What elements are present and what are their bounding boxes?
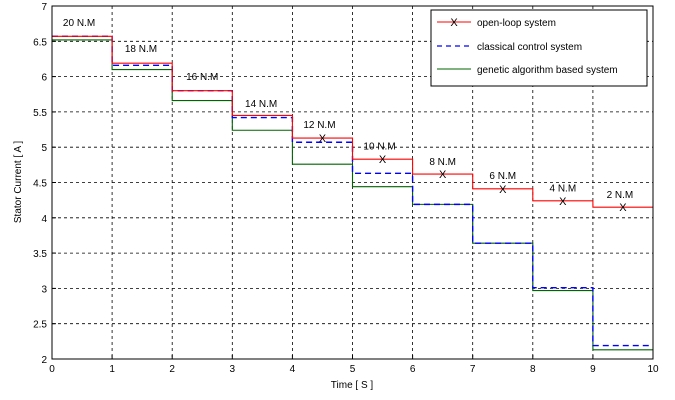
legend-box [430,9,648,87]
y-axis-ticks: 2 2.5 3 3.5 4 4.5 5 5.5 6 6.5 7 [33,2,56,366]
x-tick-label: 0 [49,364,55,375]
x-tick-label: 5 [350,364,356,375]
torque-annotation: 18 N.M [125,44,157,55]
x-tick-label: 8 [530,364,536,375]
torque-annotation: 4 N.M [550,184,577,195]
torque-annotation: 20 N.M [63,18,95,29]
y-tick-label: 2 [41,355,47,366]
y-tick-label: 6.5 [33,37,47,48]
x-tick-label: 2 [169,364,175,375]
y-tick-label: 5.5 [33,108,47,119]
open-loop-marker: X [319,133,327,145]
torque-annotation: 8 N.M [429,157,456,168]
torque-annotation: 16 N.M [186,72,218,83]
y-tick-label: 5 [41,143,47,154]
legend-marker-x: X [450,17,458,29]
open-loop-marker: X [559,196,567,208]
torque-annotation: 14 N.M [245,99,277,110]
x-axis-label: Time [ S ] [331,380,374,391]
x-tick-label: 7 [470,364,476,375]
x-axis-ticks: 0 1 2 3 4 5 6 7 8 9 10 [49,355,659,375]
y-tick-label: 3.5 [33,249,47,260]
open-loop-marker: X [439,169,447,181]
x-tick-label: 10 [647,364,659,375]
y-tick-label: 4.5 [33,179,47,190]
x-tick-label: 6 [410,364,416,375]
legend-label-open-loop: open-loop system [477,18,556,29]
y-axis-label: Stator Current [ A ] [13,141,24,223]
torque-annotation: 2 N.M [607,190,634,201]
legend-label-genetic: genetic algorithm based system [477,65,618,76]
x-tick-label: 9 [590,364,596,375]
annotations-layer: 20 N.M 18 N.M 16 N.M 14 N.M 12 N.M 10 N.M 8 N.… [63,18,633,201]
y-tick-label: 4 [41,214,47,225]
open-loop-marker: X [379,154,387,166]
open-loop-marker: X [619,202,627,214]
series-line-0 [52,35,653,208]
x-tick-label: 3 [230,364,236,375]
y-tick-label: 6 [41,73,47,84]
y-tick-label: 7 [41,2,47,13]
legend-label-classical: classical control system [477,42,582,53]
open-loop-marker: X [499,184,507,196]
x-tick-label: 4 [290,364,296,375]
series-layer [52,35,653,351]
torque-annotation: 12 N.M [303,120,335,131]
torque-annotation: 10 N.M [363,141,395,152]
y-tick-label: 2.5 [33,320,47,331]
torque-annotation: 6 N.M [489,171,516,182]
x-tick-label: 1 [109,364,115,375]
markers-layer: X X X X X X [319,133,628,214]
legend: X open-loop system classical control sys… [430,9,648,87]
y-tick-label: 3 [41,284,47,295]
